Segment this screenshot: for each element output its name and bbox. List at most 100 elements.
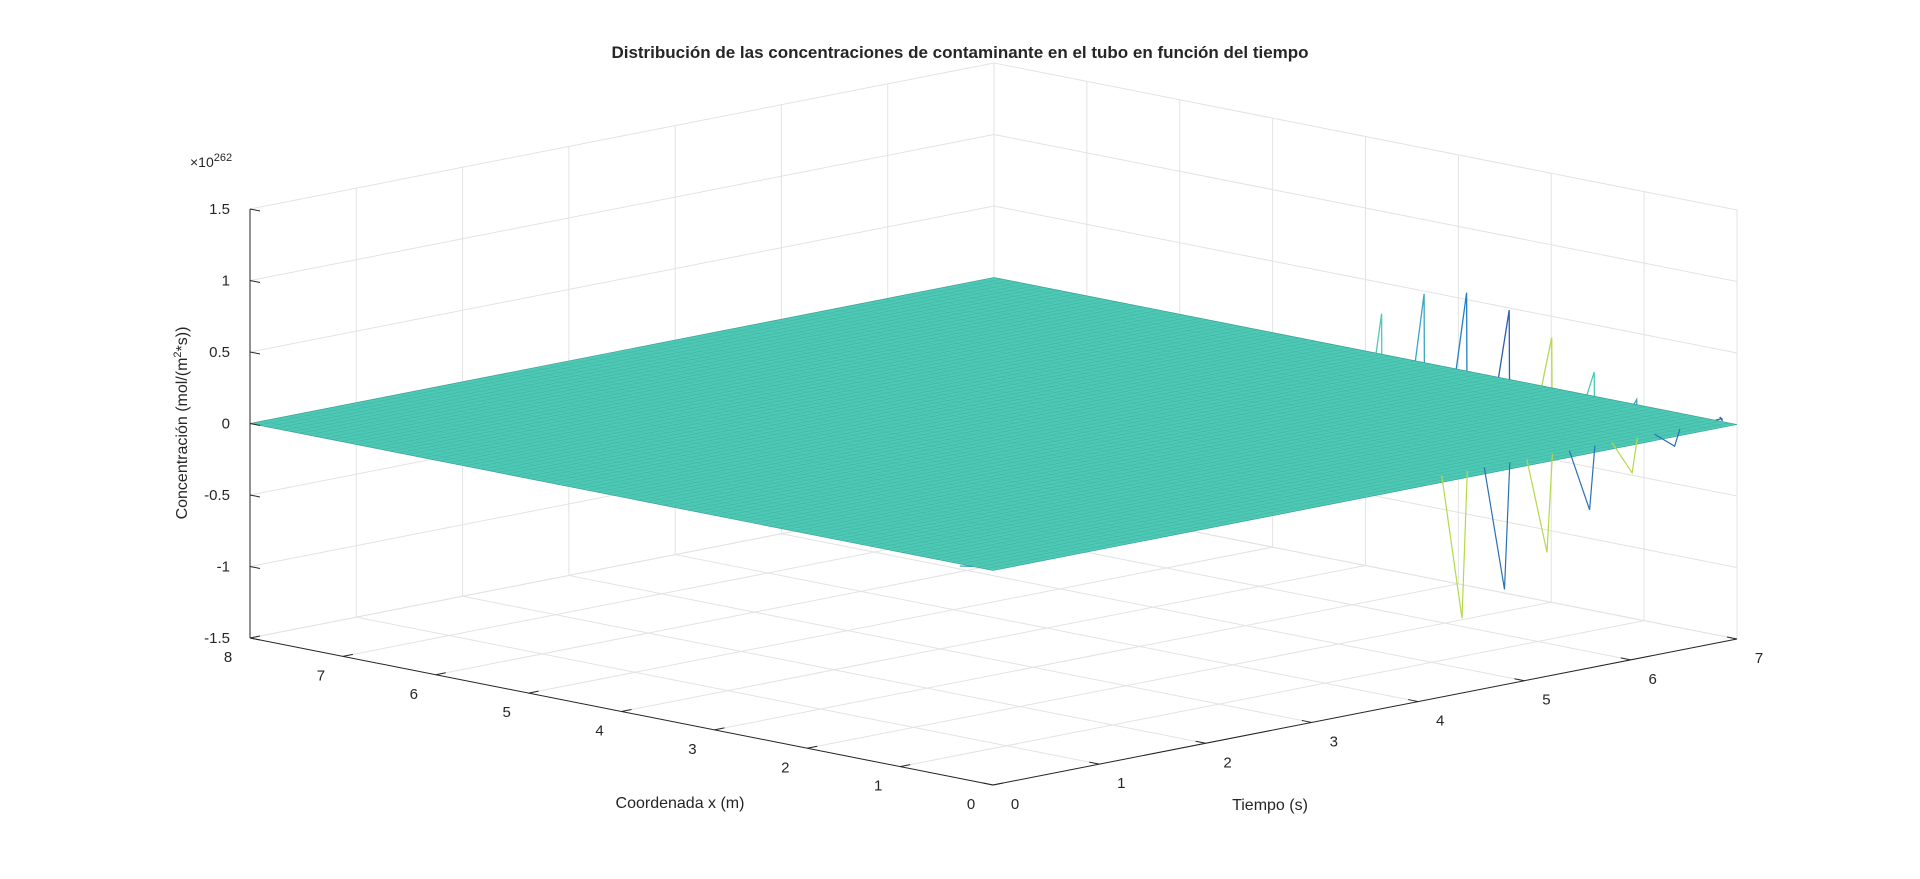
y-tick-mark	[1408, 699, 1419, 703]
surface-mesh-y	[919, 291, 1663, 440]
surface-mesh-x	[423, 311, 1168, 459]
surface-mesh-x	[704, 367, 1449, 514]
surface-mesh-y	[783, 318, 1527, 467]
surface-mesh-x	[893, 404, 1638, 552]
surface-mesh-x	[604, 347, 1350, 494]
surface-mesh-x	[753, 376, 1498, 524]
surface-mesh-x	[448, 316, 1193, 463]
grid-layer	[249, 62, 1738, 786]
surface-mesh-x	[728, 372, 1473, 519]
surface-mesh-x	[902, 406, 1647, 553]
y-tick-mark	[1620, 657, 1631, 661]
surface-mesh-y	[522, 369, 1266, 518]
y-tick-label: 0	[1011, 796, 1019, 813]
floor-grid-y	[781, 533, 1525, 682]
x-tick-mark	[342, 653, 353, 657]
z-axis-label-suffix: *s))	[174, 327, 191, 352]
surface-mesh-x	[646, 355, 1391, 503]
surface-mesh-x	[918, 409, 1663, 557]
surface-mesh-x	[464, 319, 1209, 467]
x-tick-mark	[435, 672, 446, 676]
floor-grid-x	[621, 565, 1366, 712]
surface-mesh-x	[670, 360, 1416, 508]
surface-mesh-x	[926, 411, 1671, 558]
surface-mesh-x	[778, 381, 1523, 529]
x-tick-label: 2	[781, 759, 789, 776]
surface-mesh-y	[956, 284, 1700, 432]
surface-mesh-x	[935, 412, 1680, 560]
tick-layer: 0 1 2 3 4 5 6 7 8 0 1 2 3 4 5 6 7 -1.5 -1 -0.5 0 0.5 1 1.5	[204, 201, 1763, 813]
surface-mesh-x	[885, 403, 1630, 550]
surface-mesh-x	[382, 303, 1127, 450]
y-tick-mark	[1301, 719, 1312, 723]
surface-mesh-x	[373, 301, 1118, 449]
surface-mesh-y	[597, 355, 1341, 503]
z-axis-label-sup: 2	[172, 351, 184, 357]
surface-mesh-x	[959, 417, 1705, 565]
z-tick-mark	[249, 208, 261, 212]
surface-mesh-x	[629, 352, 1374, 499]
spike-negative	[1611, 437, 1638, 475]
surface-mesh-y	[894, 296, 1638, 445]
surface-mesh-x	[456, 318, 1201, 465]
z-tick-mark	[249, 351, 261, 355]
floor-grid-x	[714, 583, 1459, 731]
surface-mesh-x	[439, 314, 1184, 462]
y-tick-mark	[1726, 636, 1738, 640]
y-tick-mark	[982, 782, 994, 786]
surface-mesh-y	[832, 308, 1576, 457]
surface-mesh-x	[555, 337, 1300, 485]
surface-mesh-y	[411, 391, 1155, 540]
surface-mesh-y	[969, 282, 1713, 430]
surface-mesh-x	[349, 296, 1094, 444]
surface-mesh-y	[287, 416, 1031, 564]
surface-mesh-x	[877, 401, 1622, 548]
surface-mesh-y	[882, 299, 1626, 447]
surface-layer	[249, 277, 1738, 571]
floor-grid-x	[900, 620, 1645, 768]
spike-negative	[1441, 470, 1468, 619]
surface-mesh-y	[981, 279, 1725, 428]
surface-mesh-x	[844, 394, 1589, 542]
surface-mesh-y	[485, 377, 1229, 525]
z-axis-label: Concentración (mol/(m2*s))	[172, 327, 191, 520]
surface-mesh-y	[609, 352, 1353, 501]
z-tick-label: -1	[217, 559, 230, 576]
surface-mesh-x	[761, 378, 1506, 525]
surface-mesh-x	[291, 285, 1036, 432]
surface-mesh-x	[712, 368, 1457, 516]
surface-mesh-y	[696, 335, 1440, 484]
wall-grid-z	[249, 62, 995, 210]
z-exponent: ×10262	[190, 152, 232, 170]
y-tick-label: 7	[1755, 650, 1763, 667]
surface-mesh-y	[770, 321, 1514, 469]
z-tick-label: 0	[222, 416, 230, 433]
x-tick-label: 5	[502, 704, 510, 721]
x-tick-mark	[621, 709, 632, 712]
surface-mesh-x	[613, 349, 1358, 496]
surface-mesh-x	[596, 345, 1341, 493]
x-tick-label: 8	[224, 649, 232, 666]
surface-mesh-x	[786, 383, 1531, 530]
surface-mesh-x	[819, 389, 1564, 537]
surface-mesh-x	[522, 331, 1267, 478]
surface-mesh-x	[803, 386, 1548, 534]
surface-mesh-x	[637, 354, 1383, 501]
surface-mesh-y	[435, 386, 1180, 535]
surface-mesh-y	[535, 367, 1279, 515]
surface-mesh-y	[349, 403, 1093, 552]
x-tick-label: 4	[595, 723, 603, 740]
surface-mesh-y	[398, 394, 1142, 542]
floor-grid-x	[807, 601, 1552, 749]
x-tick-label: 1	[874, 778, 882, 795]
floor-grid-y	[356, 616, 1100, 765]
surface-mesh-y	[497, 374, 1242, 522]
surface-mesh-x	[984, 422, 1729, 570]
surface-mesh-x	[943, 414, 1688, 561]
surface-mesh-x	[827, 391, 1572, 539]
surface-mesh-y	[820, 311, 1564, 459]
surface-mesh-x	[282, 283, 1028, 431]
surface-mesh-y	[584, 357, 1328, 505]
